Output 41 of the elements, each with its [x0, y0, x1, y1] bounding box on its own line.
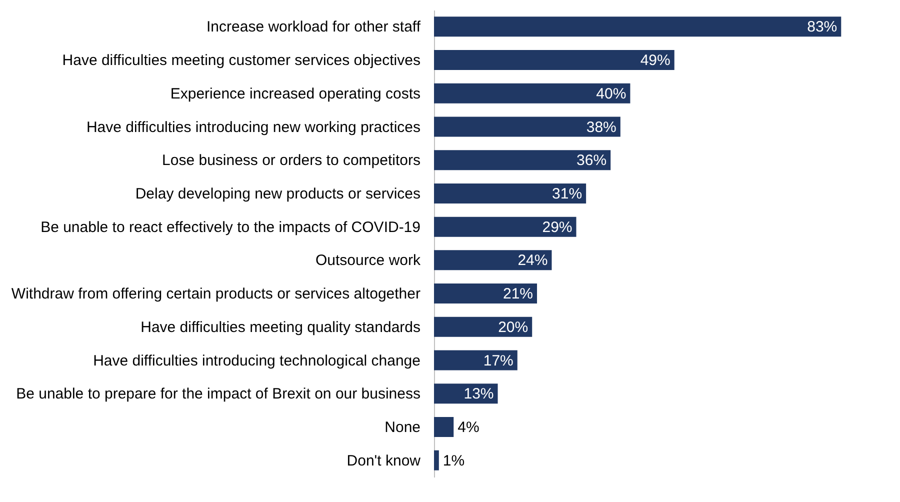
- data-label: 24%: [518, 252, 548, 270]
- y-tick-label: Be unable to prepare for the impact of Brexit on our business: [16, 386, 420, 403]
- bar: [434, 450, 439, 470]
- bar: [434, 183, 586, 204]
- bar: [434, 83, 630, 104]
- data-label: 40%: [596, 85, 626, 102]
- bar: [434, 116, 620, 137]
- data-label: 83%: [807, 18, 838, 36]
- bar: [434, 416, 454, 437]
- y-tick-label: Have difficulties introducing new working practices: [86, 118, 420, 136]
- bar: [434, 250, 552, 270]
- bar: [434, 216, 576, 237]
- data-label: 21%: [502, 286, 534, 303]
- y-tick-label: Delay developing new products or services: [135, 185, 420, 202]
- bar: [434, 284, 538, 304]
- y-tick-label: Have difficulties meeting customer services objectives: [62, 52, 420, 70]
- y-tick-label: Experience increased operating costs: [170, 85, 420, 102]
- data-label: 1%: [442, 452, 465, 470]
- y-tick-label: Have difficulties introducing technological change: [93, 352, 420, 370]
- bar: [434, 350, 518, 370]
- data-label: 36%: [576, 152, 607, 170]
- data-label: 20%: [498, 318, 528, 336]
- y-tick-label: Be unable to react effectively to the impacts of COVID-19: [40, 218, 420, 236]
- bar: [434, 150, 611, 170]
- bar: [434, 316, 532, 337]
- data-label: 17%: [483, 352, 514, 370]
- data-label: 29%: [542, 218, 572, 236]
- y-tick-label: Have difficulties meeting quality standards: [140, 318, 420, 336]
- bar: [434, 50, 674, 70]
- data-label: 13%: [464, 386, 494, 403]
- y-tick-label: Don't know: [346, 452, 421, 470]
- data-label: 31%: [552, 185, 582, 202]
- y-tick-label: Withdraw from offering certain products or services altogether: [11, 286, 420, 303]
- data-label: 4%: [458, 418, 480, 436]
- data-label: 49%: [640, 52, 670, 70]
- bar: [434, 16, 842, 37]
- data-label: 38%: [586, 118, 616, 136]
- y-tick-label: Lose business or orders to competitors: [162, 152, 420, 170]
- y-tick-label: None: [384, 418, 420, 436]
- y-tick-label: Outsource work: [315, 252, 421, 270]
- y-tick-label: Increase workload for other staff: [206, 18, 422, 36]
